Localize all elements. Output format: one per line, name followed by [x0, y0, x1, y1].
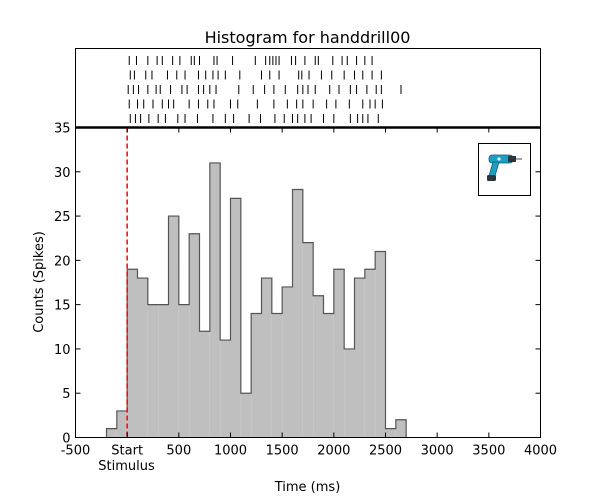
y-tick-label: 25	[54, 210, 71, 225]
histogram-bar	[230, 198, 241, 438]
histogram-frame	[75, 127, 541, 438]
drill-icon	[487, 154, 522, 181]
y-tick-label: 15	[54, 299, 71, 314]
histogram-bar	[137, 278, 148, 438]
histogram-bar	[209, 162, 221, 438]
histogram-bar	[333, 269, 345, 438]
histogram-bar	[364, 269, 376, 438]
histogram-bar	[354, 278, 365, 438]
y-tick-label: 5	[62, 387, 70, 402]
x-tick-label: Start	[111, 444, 143, 459]
x-tick-label: 1000	[214, 444, 247, 459]
histogram-bar	[106, 428, 117, 438]
y-tick-label: 35	[54, 122, 71, 137]
histogram-bar	[116, 410, 128, 438]
histogram-bar	[251, 313, 262, 438]
stimulus-label: Stimulus	[98, 459, 155, 474]
histogram-bar	[178, 304, 190, 438]
histogram-bar	[220, 340, 231, 438]
x-tick-label: 2500	[369, 444, 402, 459]
x-tick-label: 1500	[266, 444, 299, 459]
y-tick-label: 10	[54, 343, 71, 358]
histogram-bar	[147, 304, 159, 438]
histogram-bar	[189, 233, 200, 438]
histogram-plot: -500 Start 500 1000 1500 2000 2500 3000 3500 4000…	[54, 122, 557, 459]
histogram-bar	[199, 331, 210, 438]
y-tick-label: 0	[62, 432, 70, 447]
histogram-outline	[105, 162, 407, 438]
y-tick-label: 20	[54, 254, 71, 269]
x-axis-label: Time (ms)	[274, 480, 341, 495]
histogram-bar	[323, 313, 334, 438]
x-tick-label: 3000	[421, 444, 454, 459]
x-tick-label: -500	[61, 444, 91, 459]
histogram-bar	[375, 251, 386, 438]
histogram-bar	[302, 242, 314, 438]
histogram-bar	[395, 419, 407, 438]
x-tick-label: 4000	[524, 444, 557, 459]
x-tick-label: 500	[166, 444, 191, 459]
drill-icon-box	[478, 143, 531, 196]
histogram-bar	[168, 216, 179, 438]
x-tick-label: 2000	[317, 444, 350, 459]
y-tick-label: 30	[54, 166, 71, 181]
histogram-bar	[344, 348, 355, 438]
histogram-bar	[385, 428, 396, 438]
y-axis-label: Counts (Spikes)	[32, 231, 47, 333]
histogram-bar	[282, 286, 293, 438]
histogram-bar	[261, 278, 272, 438]
histogram-bar	[271, 313, 283, 438]
x-tick-label: 3500	[472, 444, 505, 459]
histogram-bar	[240, 393, 252, 438]
histogram-bar	[313, 295, 324, 438]
histogram-bar	[127, 269, 138, 438]
histogram-bar	[158, 304, 169, 438]
raster-plot	[75, 48, 541, 129]
histogram-bar	[292, 189, 303, 438]
chart-title: Histogram for handdrill00	[205, 28, 411, 47]
